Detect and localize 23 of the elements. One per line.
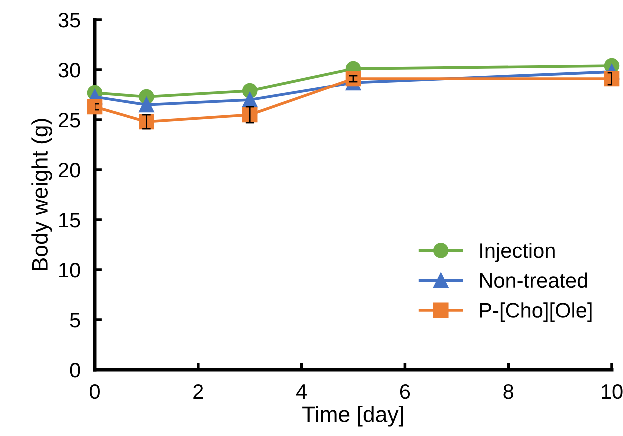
x-tick-label: 2 [194,384,204,399]
legend-label: Non-treated [480,272,588,288]
y-tick-label: 0 [70,363,80,378]
point [87,99,103,115]
x-tick-label: 0 [90,384,100,400]
legend-label: Injection [480,242,555,262]
x-axis-title: Time [day] [302,406,404,427]
legend-label: P-[Cho][Ole] [480,302,592,322]
y-tick-label: 15 [60,213,80,228]
x-tick-label: 10 [602,384,623,400]
y-tick-label: 5 [70,313,80,328]
y-axis-title: Body weight (g) [32,119,52,270]
y-tick-label: 20 [58,163,80,178]
point [604,71,620,87]
x-tick-label: 8 [504,384,514,400]
x-tick-label: 6 [400,384,410,400]
y-tick-label: 35 [58,13,80,28]
point [139,97,154,113]
x-tick-label: 4 [296,384,307,399]
y-tick-label: 25 [58,113,80,128]
y-tick-label: 10 [60,263,80,278]
point [242,92,258,108]
y-tick-label: 30 [58,63,80,78]
